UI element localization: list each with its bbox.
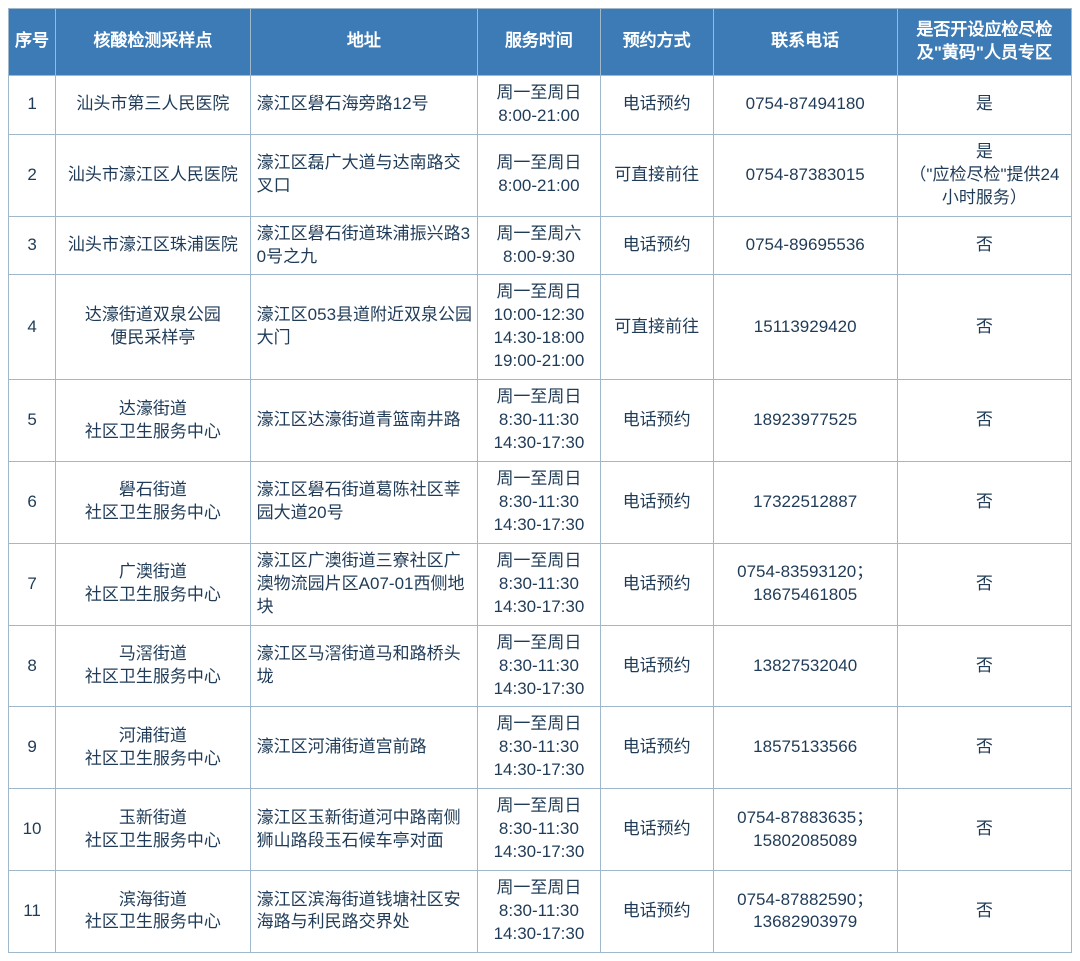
cell-flag: 否 <box>897 625 1071 707</box>
cell-addr: 濠江区053县道附近双泉公园大门 <box>250 275 477 380</box>
header-time: 服务时间 <box>478 9 601 76</box>
table-row: 1汕头市第三人民医院濠江区礐石海旁路12号周一至周日8:00-21:00电话预约… <box>9 75 1072 134</box>
cell-phone: 0754-83593120；18675461805 <box>713 543 897 625</box>
table-row: 4达濠街道双泉公园便民采样亭濠江区053县道附近双泉公园大门周一至周日10:00… <box>9 275 1072 380</box>
table-row: 2汕头市濠江区人民医院濠江区磊广大道与达南路交叉口周一至周日8:00-21:00… <box>9 134 1072 216</box>
cell-addr: 濠江区广澳街道三寮社区广澳物流园片区A07-01西侧地块 <box>250 543 477 625</box>
cell-addr: 濠江区滨海街道钱塘社区安海路与利民路交界处 <box>250 871 477 953</box>
cell-site: 达濠街道社区卫生服务中心 <box>56 380 251 462</box>
cell-addr: 濠江区河浦街道宫前路 <box>250 707 477 789</box>
cell-flag: 否 <box>897 380 1071 462</box>
testing-sites-table: 序号 核酸检测采样点 地址 服务时间 预约方式 联系电话 是否开设应检尽检及"黄… <box>8 8 1072 953</box>
cell-site: 滨海街道社区卫生服务中心 <box>56 871 251 953</box>
cell-book: 电话预约 <box>600 543 713 625</box>
cell-flag: 否 <box>897 462 1071 544</box>
cell-time: 周一至周日8:30-11:3014:30-17:30 <box>478 871 601 953</box>
cell-flag: 否 <box>897 871 1071 953</box>
cell-addr: 濠江区马滘街道马和路桥头垅 <box>250 625 477 707</box>
table-row: 3汕头市濠江区珠浦医院濠江区礐石街道珠浦振兴路30号之九周一至周六8:00-9:… <box>9 216 1072 275</box>
table-row: 9河浦街道社区卫生服务中心濠江区河浦街道宫前路周一至周日8:30-11:3014… <box>9 707 1072 789</box>
cell-seq: 10 <box>9 789 56 871</box>
header-phone: 联系电话 <box>713 9 897 76</box>
cell-time: 周一至周日8:30-11:3014:30-17:30 <box>478 789 601 871</box>
cell-flag: 是 <box>897 75 1071 134</box>
cell-seq: 1 <box>9 75 56 134</box>
cell-seq: 9 <box>9 707 56 789</box>
header-seq: 序号 <box>9 9 56 76</box>
cell-flag: 否 <box>897 275 1071 380</box>
cell-seq: 3 <box>9 216 56 275</box>
table-row: 11滨海街道社区卫生服务中心濠江区滨海街道钱塘社区安海路与利民路交界处周一至周日… <box>9 871 1072 953</box>
cell-phone: 0754-87383015 <box>713 134 897 216</box>
cell-seq: 8 <box>9 625 56 707</box>
cell-book: 电话预约 <box>600 216 713 275</box>
cell-book: 电话预约 <box>600 75 713 134</box>
cell-site: 礐石街道社区卫生服务中心 <box>56 462 251 544</box>
cell-addr: 濠江区礐石街道葛陈社区莘园大道20号 <box>250 462 477 544</box>
cell-phone: 0754-87494180 <box>713 75 897 134</box>
cell-book: 可直接前往 <box>600 275 713 380</box>
cell-time: 周一至周日8:30-11:3014:30-17:30 <box>478 707 601 789</box>
cell-time: 周一至周日10:00-12:3014:30-18:0019:00-21:00 <box>478 275 601 380</box>
cell-site: 马滘街道社区卫生服务中心 <box>56 625 251 707</box>
header-addr: 地址 <box>250 9 477 76</box>
cell-flag: 否 <box>897 543 1071 625</box>
cell-flag: 否 <box>897 789 1071 871</box>
cell-time: 周一至周日8:00-21:00 <box>478 134 601 216</box>
cell-book: 电话预约 <box>600 625 713 707</box>
cell-phone: 0754-89695536 <box>713 216 897 275</box>
cell-phone: 18923977525 <box>713 380 897 462</box>
cell-site: 达濠街道双泉公园便民采样亭 <box>56 275 251 380</box>
cell-site: 汕头市濠江区人民医院 <box>56 134 251 216</box>
cell-flag: 否 <box>897 707 1071 789</box>
table-row: 6礐石街道社区卫生服务中心濠江区礐石街道葛陈社区莘园大道20号周一至周日8:30… <box>9 462 1072 544</box>
cell-addr: 濠江区磊广大道与达南路交叉口 <box>250 134 477 216</box>
cell-flag: 是（"应检尽检"提供24小时服务） <box>897 134 1071 216</box>
cell-flag: 否 <box>897 216 1071 275</box>
cell-time: 周一至周日8:00-21:00 <box>478 75 601 134</box>
table-row: 7广澳街道社区卫生服务中心濠江区广澳街道三寮社区广澳物流园片区A07-01西侧地… <box>9 543 1072 625</box>
cell-phone: 0754-87883635；15802085089 <box>713 789 897 871</box>
cell-time: 周一至周日8:30-11:3014:30-17:30 <box>478 462 601 544</box>
cell-time: 周一至周日8:30-11:3014:30-17:30 <box>478 625 601 707</box>
table-row: 5达濠街道社区卫生服务中心濠江区达濠街道青篮南井路周一至周日8:30-11:30… <box>9 380 1072 462</box>
header-book: 预约方式 <box>600 9 713 76</box>
table-row: 8马滘街道社区卫生服务中心濠江区马滘街道马和路桥头垅周一至周日8:30-11:3… <box>9 625 1072 707</box>
table-row: 10玉新街道社区卫生服务中心濠江区玉新街道河中路南侧狮山路段玉石候车亭对面周一至… <box>9 789 1072 871</box>
cell-seq: 11 <box>9 871 56 953</box>
cell-time: 周一至周日8:30-11:3014:30-17:30 <box>478 380 601 462</box>
cell-addr: 濠江区达濠街道青篮南井路 <box>250 380 477 462</box>
cell-seq: 2 <box>9 134 56 216</box>
cell-book: 电话预约 <box>600 707 713 789</box>
cell-seq: 4 <box>9 275 56 380</box>
cell-site: 汕头市第三人民医院 <box>56 75 251 134</box>
cell-site: 玉新街道社区卫生服务中心 <box>56 789 251 871</box>
cell-time: 周一至周六8:00-9:30 <box>478 216 601 275</box>
cell-addr: 濠江区礐石海旁路12号 <box>250 75 477 134</box>
cell-phone: 15113929420 <box>713 275 897 380</box>
cell-book: 电话预约 <box>600 462 713 544</box>
header-site: 核酸检测采样点 <box>56 9 251 76</box>
cell-phone: 17322512887 <box>713 462 897 544</box>
cell-book: 可直接前往 <box>600 134 713 216</box>
cell-book: 电话预约 <box>600 871 713 953</box>
cell-phone: 0754-87882590；13682903979 <box>713 871 897 953</box>
cell-site: 汕头市濠江区珠浦医院 <box>56 216 251 275</box>
cell-seq: 7 <box>9 543 56 625</box>
table-header: 序号 核酸检测采样点 地址 服务时间 预约方式 联系电话 是否开设应检尽检及"黄… <box>9 9 1072 76</box>
cell-site: 广澳街道社区卫生服务中心 <box>56 543 251 625</box>
table-body: 1汕头市第三人民医院濠江区礐石海旁路12号周一至周日8:00-21:00电话预约… <box>9 75 1072 952</box>
cell-phone: 18575133566 <box>713 707 897 789</box>
cell-time: 周一至周日8:30-11:3014:30-17:30 <box>478 543 601 625</box>
cell-phone: 13827532040 <box>713 625 897 707</box>
cell-addr: 濠江区礐石街道珠浦振兴路30号之九 <box>250 216 477 275</box>
cell-addr: 濠江区玉新街道河中路南侧狮山路段玉石候车亭对面 <box>250 789 477 871</box>
cell-site: 河浦街道社区卫生服务中心 <box>56 707 251 789</box>
cell-book: 电话预约 <box>600 789 713 871</box>
cell-seq: 5 <box>9 380 56 462</box>
header-flag: 是否开设应检尽检及"黄码"人员专区 <box>897 9 1071 76</box>
cell-book: 电话预约 <box>600 380 713 462</box>
cell-seq: 6 <box>9 462 56 544</box>
